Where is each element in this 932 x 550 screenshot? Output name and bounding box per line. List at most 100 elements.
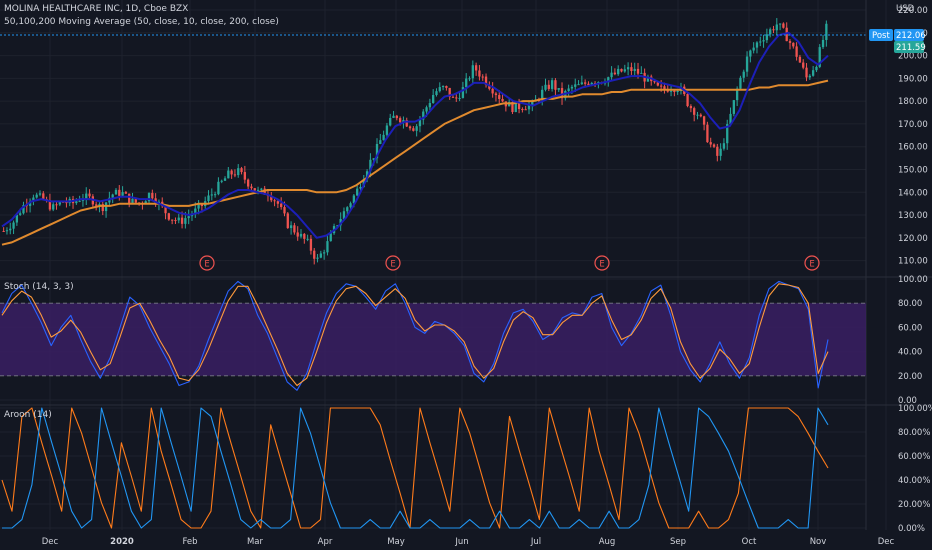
candle-body	[759, 41, 762, 43]
candle-body	[197, 204, 200, 209]
candle-body	[369, 159, 372, 172]
candle-body	[788, 41, 792, 43]
post-price-badge: Post 212.06	[869, 29, 926, 41]
candle-body	[468, 78, 471, 80]
earnings-marker[interactable]: E	[199, 255, 215, 271]
moving-average-layer	[1, 31, 829, 246]
aroon-tick-label: 80.00%	[898, 428, 930, 438]
candle-body	[342, 211, 346, 220]
x-tick-label: Sep	[670, 537, 686, 547]
candle-body	[739, 77, 742, 89]
candle-body	[732, 100, 735, 114]
candle-body	[422, 111, 425, 120]
earnings-marker-circle	[199, 255, 215, 271]
x-axis-labels: Dec 2020 Feb Mar Apr May Jun Jul Aug Sep Oct Nov Dec	[42, 537, 895, 547]
candle-body	[408, 126, 412, 129]
candle-body	[511, 101, 514, 113]
earnings-marker[interactable]: E	[804, 255, 820, 271]
candle-body	[359, 186, 362, 189]
candle-body	[689, 106, 693, 109]
candle-body	[237, 168, 240, 176]
candle-body	[590, 82, 593, 86]
stoch-tick-label: 0.00	[898, 396, 917, 406]
candle-body	[656, 82, 660, 86]
aroon-pane[interactable]	[1, 407, 829, 529]
candle-body	[567, 88, 570, 92]
candle-body	[547, 84, 550, 89]
candle-body	[98, 204, 101, 206]
candle-body	[722, 143, 726, 149]
candle-body	[541, 89, 544, 101]
stochastic-band	[0, 303, 866, 376]
candle-body	[273, 200, 276, 202]
candle-body	[151, 192, 154, 199]
post-badge-bg	[869, 29, 893, 41]
last-value-label: 211.59	[896, 43, 926, 53]
candle-body	[395, 115, 398, 119]
candle-body	[167, 213, 171, 220]
candle-body	[716, 146, 719, 156]
aroon-lines	[1, 407, 829, 529]
candle-body	[38, 193, 42, 195]
candle-body	[802, 62, 805, 68]
candle-body	[194, 208, 197, 215]
x-tick-label: Feb	[182, 537, 197, 547]
candle-body	[795, 46, 798, 57]
candle-body	[775, 24, 778, 31]
candle-body	[32, 197, 35, 202]
earnings-marker-circle	[804, 255, 820, 271]
candle-body	[48, 200, 52, 210]
post-badge-label: Post	[872, 31, 890, 41]
earnings-marker[interactable]: E	[594, 255, 610, 271]
candle-body	[620, 68, 623, 72]
candle-body	[260, 188, 263, 190]
candle-body	[55, 204, 58, 206]
candle-body	[491, 88, 494, 94]
candle-body	[610, 72, 613, 78]
candle-body	[250, 186, 253, 189]
candle-body	[227, 170, 230, 179]
candle-body	[2, 230, 5, 232]
stochastic-lines	[1, 280, 829, 391]
candle-body	[42, 193, 45, 200]
stoch-tick-label: 80.00	[898, 299, 922, 309]
stochastic-title[interactable]: Stoch (14, 3, 3)	[4, 282, 74, 292]
stochastic-pane[interactable]	[0, 280, 866, 391]
candle-body	[805, 67, 808, 78]
candle-body	[177, 217, 180, 221]
candle-body	[309, 238, 313, 251]
candle-body	[636, 68, 640, 74]
price-tick-label: 150.00	[898, 165, 928, 175]
candle-body	[180, 217, 184, 224]
candle-body	[478, 70, 481, 77]
candle-body	[557, 88, 560, 90]
candle-body	[5, 230, 9, 232]
earnings-marker[interactable]: E	[385, 255, 401, 271]
candle-body	[455, 97, 458, 99]
candle-body	[289, 225, 293, 229]
candle-body	[389, 117, 392, 126]
candle-body	[256, 189, 260, 191]
candle-body	[706, 124, 709, 143]
candle-body	[12, 222, 15, 229]
candle-body	[412, 128, 415, 131]
candle-body	[445, 85, 448, 88]
candle-body	[114, 189, 118, 195]
candle-body	[398, 118, 402, 123]
candle-body	[762, 40, 765, 42]
x-tick-label: Dec	[42, 537, 59, 547]
moving-average-legend[interactable]: 50,100,200 Moving Average (50, close, 10…	[4, 17, 279, 27]
price-tick-label: 190.00	[898, 74, 928, 84]
post-value-label: 212.06	[896, 31, 926, 41]
aroon-title[interactable]: Aroon (14)	[4, 410, 52, 420]
candle-body	[451, 96, 455, 98]
symbol-title[interactable]: MOLINA HEALTHCARE INC, 1D, Cboe BZX	[4, 4, 188, 14]
candle-body	[646, 76, 650, 82]
aroon-tick-label: 20.00%	[898, 500, 930, 510]
candle-body	[792, 42, 795, 47]
candle-body	[313, 250, 316, 259]
candle-body	[240, 168, 243, 173]
candle-body	[392, 115, 395, 118]
